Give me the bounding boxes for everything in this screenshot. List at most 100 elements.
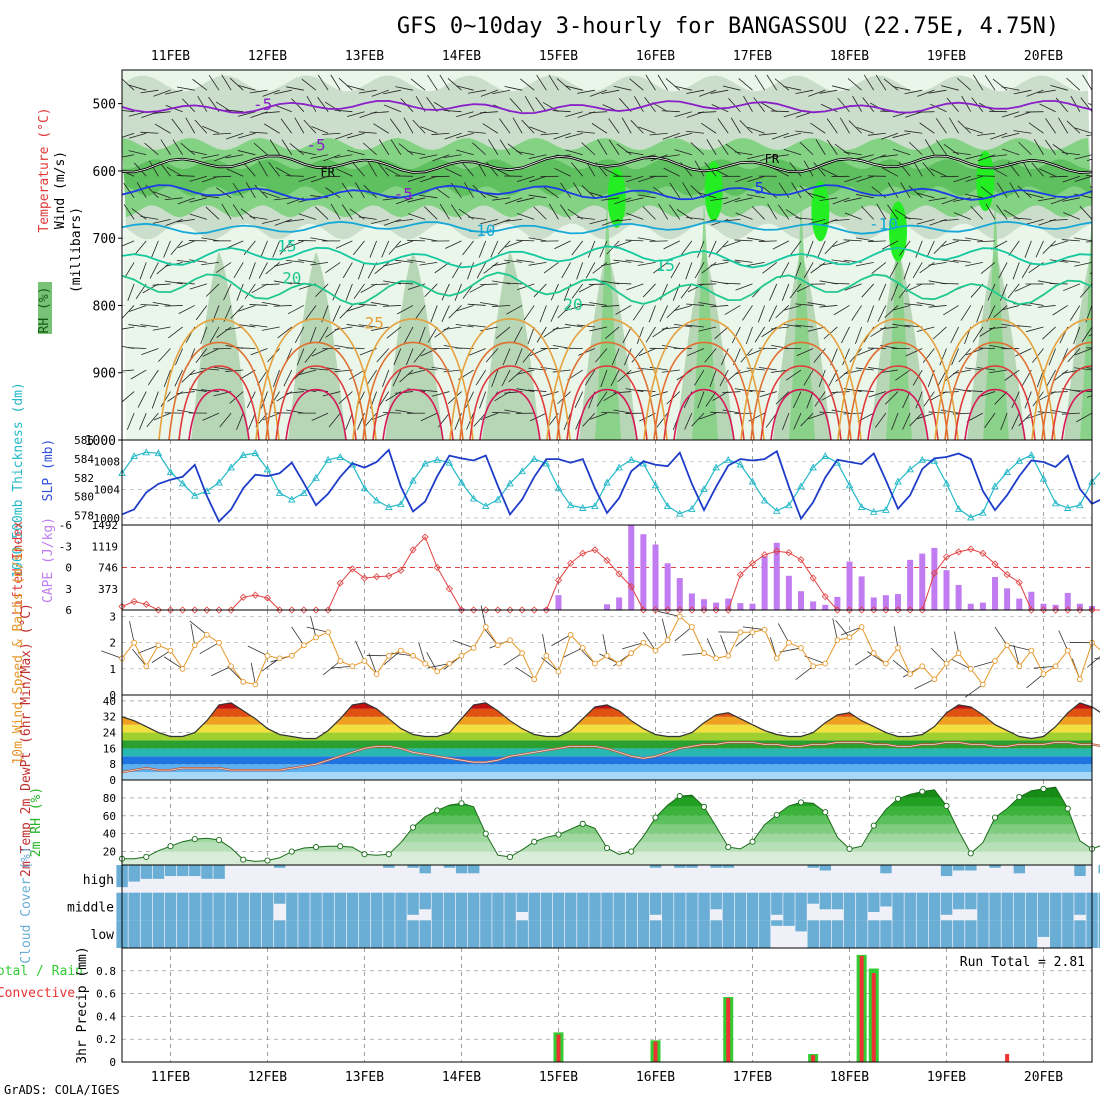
wind-barb xyxy=(656,412,668,428)
wind-barb xyxy=(122,413,123,414)
wind-barb xyxy=(1033,139,1044,155)
wind-barb xyxy=(298,259,317,263)
wind-barb xyxy=(177,197,195,205)
thickness-marker xyxy=(1063,504,1072,511)
thickness-marker xyxy=(336,453,345,460)
wind-barb xyxy=(517,213,535,220)
cloud-bar-low xyxy=(868,920,880,948)
cloud-bar-high xyxy=(807,865,819,868)
isotherm-label: -10 xyxy=(466,221,495,240)
temperature-line xyxy=(121,702,1100,740)
wind-barb xyxy=(528,194,547,199)
wind-barb xyxy=(770,326,789,330)
wind-speed-marker xyxy=(907,671,913,677)
wind-speed-marker xyxy=(204,631,210,638)
wind-barb xyxy=(317,74,329,91)
wind-barb xyxy=(189,213,207,220)
label-layer: 11FEB11FEB12FEB12FEB13FEB13FEB14FEB14FEB… xyxy=(0,49,1085,1085)
lifted-index-marker xyxy=(336,579,344,587)
rh-marker xyxy=(894,795,902,802)
wind-barb xyxy=(818,369,826,388)
wind-barb xyxy=(957,77,972,91)
rh-marker xyxy=(991,814,999,821)
wind-barb xyxy=(939,348,947,366)
wind-barb xyxy=(419,389,438,392)
wind-barb xyxy=(174,369,183,387)
wind-barb xyxy=(348,369,365,380)
wind-barb xyxy=(600,369,608,388)
wind-barb xyxy=(172,139,183,155)
cloud-bar-low xyxy=(419,920,431,948)
wind-barb xyxy=(699,89,717,97)
wind-barb xyxy=(977,367,996,371)
cloud-bar-low xyxy=(710,920,722,948)
lifted-index-marker xyxy=(373,573,381,581)
wind-barb xyxy=(1039,103,1056,113)
wind-barb xyxy=(371,412,389,421)
wind-barb xyxy=(565,305,583,312)
wind-barb xyxy=(940,391,959,393)
wind-barb xyxy=(226,168,244,177)
wind-barb xyxy=(1050,240,1068,247)
wind-barb xyxy=(843,151,862,156)
warm-isotherm xyxy=(857,365,939,440)
wind-barb xyxy=(148,160,159,177)
wind-barb xyxy=(684,412,693,430)
wind-barb xyxy=(371,89,389,97)
lifted-index-marker xyxy=(967,545,975,553)
wind-barb xyxy=(589,326,608,332)
wind-barb xyxy=(285,391,304,394)
wind-barb xyxy=(478,240,487,258)
wind-barb xyxy=(542,102,559,113)
wind-barb xyxy=(835,369,850,382)
wind-speed-marker xyxy=(131,639,137,646)
cloud-bar-low xyxy=(504,920,516,948)
warm-isotherm xyxy=(275,365,357,440)
wind-barb xyxy=(734,197,753,203)
wind-barb xyxy=(311,348,329,357)
wind-barb xyxy=(1074,262,1092,267)
wind-barb xyxy=(848,120,862,134)
thickness-marker xyxy=(433,455,442,463)
wind-barb xyxy=(847,78,862,91)
rh-marker xyxy=(822,809,829,816)
wind-barb xyxy=(659,305,668,322)
surface-wind-barb xyxy=(682,652,705,656)
wind-barb xyxy=(1013,89,1032,95)
wind-barb xyxy=(977,240,996,243)
cape-bar xyxy=(555,595,562,610)
wind-barb xyxy=(723,197,741,205)
surface-wind-barb xyxy=(330,665,353,669)
wind-barb xyxy=(704,348,717,363)
lifted-index-marker xyxy=(433,563,441,572)
wind-barb xyxy=(855,194,874,199)
wind-barb xyxy=(398,143,414,156)
wind-barb xyxy=(819,89,838,94)
wind-barb xyxy=(445,240,462,249)
thickness-marker xyxy=(481,502,490,510)
wind-barb xyxy=(376,348,390,363)
wind-barb xyxy=(249,89,268,94)
wind-barb xyxy=(140,216,159,220)
wind-barb xyxy=(236,283,244,301)
wind-barb xyxy=(323,154,341,162)
lifted-index-marker xyxy=(506,606,514,614)
temperature-band xyxy=(122,708,1092,717)
cloud-bar-middle xyxy=(916,892,929,921)
li-tick-label: 3 xyxy=(65,583,72,596)
wind-barb xyxy=(1086,367,1092,369)
li-tick-label: -3 xyxy=(59,540,72,553)
wind-barb xyxy=(952,259,971,263)
wind-speed-marker xyxy=(992,658,998,664)
wind-barb xyxy=(867,132,886,136)
wind-barb xyxy=(334,109,353,113)
wind-barb xyxy=(529,126,547,134)
wind-barb xyxy=(837,97,850,112)
wind-barb xyxy=(304,348,317,363)
rh-saturated-core xyxy=(704,161,723,222)
wind-barb xyxy=(285,218,304,223)
wind-barb xyxy=(904,89,923,95)
thickness-marker xyxy=(360,484,369,492)
cloud-bar-middle xyxy=(868,892,880,913)
